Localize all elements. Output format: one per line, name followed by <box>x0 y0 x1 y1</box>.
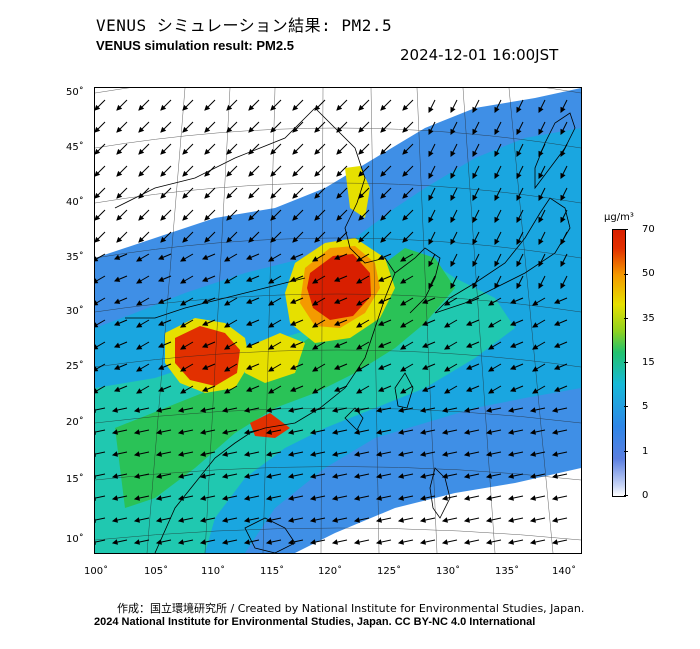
lat-label-50: 50˚ <box>66 87 84 98</box>
colorbar-tick-0: 0 <box>642 490 649 501</box>
lon-label-135: 135˚ <box>495 566 520 577</box>
credit-line-1: 作成：国立環境研究所 / Created by National Institu… <box>117 602 585 615</box>
timestamp: 2024-12-01 16:00JST <box>400 46 559 64</box>
lat-label-30: 30˚ <box>66 306 84 317</box>
lat-label-35: 35˚ <box>66 252 84 263</box>
credit-line-2: 2024 National Institute for Environmenta… <box>94 616 536 628</box>
colorbar <box>612 229 626 497</box>
lon-label-140: 140˚ <box>552 566 577 577</box>
lat-label-45: 45˚ <box>66 142 84 153</box>
lat-label-15: 15˚ <box>66 474 84 485</box>
lon-label-110: 110˚ <box>201 566 226 577</box>
colorbar-tick-15: 15 <box>642 357 655 368</box>
colorbar-tick-35: 35 <box>642 313 655 324</box>
pm25-hotspot-sichuan <box>175 326 240 386</box>
lon-label-105: 105˚ <box>144 566 169 577</box>
pm25-map <box>95 88 581 553</box>
lon-label-115: 115˚ <box>260 566 285 577</box>
lat-label-20: 20˚ <box>66 417 84 428</box>
lat-label-40: 40˚ <box>66 197 84 208</box>
colorbar-unit: µg/m³ <box>604 212 634 223</box>
pm25-hotspot-north-china <box>307 254 371 320</box>
lon-label-130: 130˚ <box>436 566 461 577</box>
lon-label-125: 125˚ <box>377 566 402 577</box>
colorbar-tick-5: 5 <box>642 401 649 412</box>
map-panel[interactable] <box>94 87 582 554</box>
wind-vectors <box>95 99 568 545</box>
colorbar-tick-1: 1 <box>642 446 649 457</box>
colorbar-tick-70: 70 <box>642 224 655 235</box>
lon-label-120: 120˚ <box>318 566 343 577</box>
title-japanese: VENUS シミュレーション結果: PM2.5 <box>96 16 393 35</box>
title-english: VENUS simulation result: PM2.5 <box>96 38 294 53</box>
lat-label-25: 25˚ <box>66 361 84 372</box>
lat-label-10: 10˚ <box>66 534 84 545</box>
colorbar-tick-50: 50 <box>642 268 655 279</box>
lon-label-100: 100˚ <box>84 566 109 577</box>
